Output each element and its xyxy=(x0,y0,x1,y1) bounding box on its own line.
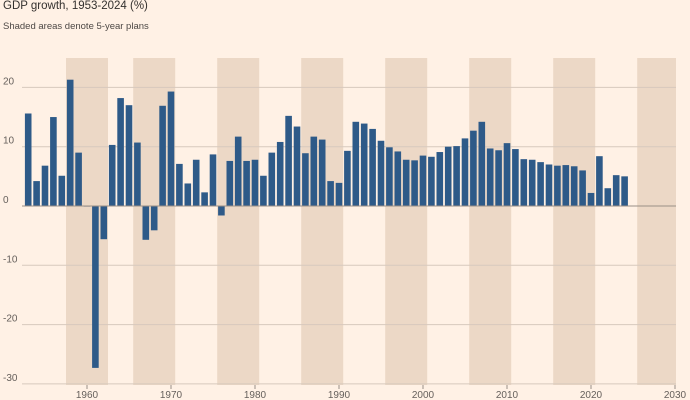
bar-1956 xyxy=(50,117,57,206)
bar-1958 xyxy=(66,79,74,206)
bar-1961 xyxy=(92,206,99,368)
bar-1973 xyxy=(192,159,200,206)
bar-1995 xyxy=(377,140,385,206)
bar-1999 xyxy=(411,160,418,206)
bar-1994 xyxy=(369,128,376,206)
bar-1998 xyxy=(402,159,410,206)
bar-1975 xyxy=(209,154,217,206)
bar-2015 xyxy=(545,164,553,206)
bar-2009 xyxy=(495,150,502,206)
bar-1983 xyxy=(276,141,284,206)
bar-1953 xyxy=(24,113,32,206)
bar-1980 xyxy=(251,159,259,206)
bar-1985 xyxy=(293,126,301,206)
shaded-period-7 xyxy=(637,58,676,385)
y-tick-label--10: -10 xyxy=(3,254,18,265)
bar-1963 xyxy=(108,144,116,206)
bar-1992 xyxy=(352,121,360,206)
bar-1962 xyxy=(100,206,108,240)
bar-2018 xyxy=(570,166,578,206)
bar-1988 xyxy=(318,139,326,206)
y-tick-label-20: 20 xyxy=(3,76,15,87)
bar-1954 xyxy=(33,181,40,206)
bar-1981 xyxy=(260,175,267,206)
bars xyxy=(24,79,628,368)
bar-1959 xyxy=(75,152,82,206)
bar-1972 xyxy=(184,183,192,206)
bar-1987 xyxy=(310,136,318,206)
bar-1978 xyxy=(234,136,242,206)
bar-1991 xyxy=(344,150,351,206)
x-tick-label-1980: 1980 xyxy=(244,390,267,400)
x-tick-label-2030: 2030 xyxy=(664,390,687,400)
bar-2000 xyxy=(419,155,427,206)
bar-2003 xyxy=(444,146,452,206)
chart-subtitle: Shaded areas denote 5-year plans xyxy=(3,21,149,32)
bar-1967 xyxy=(142,206,150,240)
bar-2007 xyxy=(478,121,486,206)
shaded-period-6 xyxy=(553,58,596,385)
y-tick-label--30: -30 xyxy=(3,373,18,384)
bar-1986 xyxy=(302,153,309,206)
bar-1974 xyxy=(201,192,208,206)
y-tick-label--20: -20 xyxy=(3,314,18,325)
shaded-period-5 xyxy=(469,58,512,385)
x-tick-label-2000: 2000 xyxy=(412,390,435,400)
chart-title: GDP growth, 1953-2024 (%) xyxy=(3,0,148,12)
bar-1997 xyxy=(394,151,402,206)
y-tick-label-0: 0 xyxy=(3,195,9,206)
bar-2014 xyxy=(537,162,544,206)
bar-2012 xyxy=(520,159,528,206)
bar-2024 xyxy=(621,176,628,206)
bar-1979 xyxy=(243,160,250,206)
bar-1984 xyxy=(285,115,292,206)
bar-1957 xyxy=(58,175,66,206)
bar-2019 xyxy=(579,170,586,206)
x-tick-label-2010: 2010 xyxy=(496,390,519,400)
x-tick-label-2020: 2020 xyxy=(580,390,603,400)
bar-2005 xyxy=(461,138,469,206)
bar-1970 xyxy=(167,91,175,206)
bar-2001 xyxy=(428,156,435,206)
bar-1964 xyxy=(117,98,124,206)
bar-1966 xyxy=(134,142,141,206)
bar-2017 xyxy=(562,165,570,206)
x-tick-label-1990: 1990 xyxy=(328,390,351,400)
x-tick-label-1970: 1970 xyxy=(160,390,183,400)
x-axis-ticks: 1960 1970 1980 1990 2000 2010 2020 2030 xyxy=(76,385,687,400)
bar-2016 xyxy=(554,165,561,206)
bar-2022 xyxy=(604,188,612,206)
bar-1993 xyxy=(360,123,368,206)
shaded-period-2 xyxy=(217,58,260,385)
bar-1976 xyxy=(218,206,225,216)
bar-1955 xyxy=(41,165,49,206)
bar-2013 xyxy=(528,159,536,206)
bar-2006 xyxy=(470,130,477,206)
bar-2004 xyxy=(453,146,460,206)
bar-2010 xyxy=(503,143,511,206)
bar-2008 xyxy=(486,148,494,206)
shaded-period-3 xyxy=(301,58,344,385)
bar-1990 xyxy=(335,182,343,206)
x-tick-label-1960: 1960 xyxy=(76,390,99,400)
bar-1982 xyxy=(268,152,276,206)
bar-1965 xyxy=(125,105,133,206)
bar-1969 xyxy=(159,105,166,206)
bar-2011 xyxy=(512,149,519,206)
bar-1977 xyxy=(226,160,234,206)
shaded-periods xyxy=(66,58,676,385)
bar-1996 xyxy=(386,147,393,206)
bar-1971 xyxy=(176,163,183,206)
y-axis-ticks: 20 10 0 -10 -20 -30 xyxy=(3,76,18,384)
bar-1989 xyxy=(327,181,334,206)
y-tick-label-10: 10 xyxy=(3,136,15,147)
bar-2020 xyxy=(587,192,595,206)
bar-2021 xyxy=(596,156,603,206)
bar-2023 xyxy=(612,175,620,206)
bar-2002 xyxy=(436,152,444,206)
shaded-period-4 xyxy=(385,58,428,385)
bar-1968 xyxy=(150,206,158,231)
